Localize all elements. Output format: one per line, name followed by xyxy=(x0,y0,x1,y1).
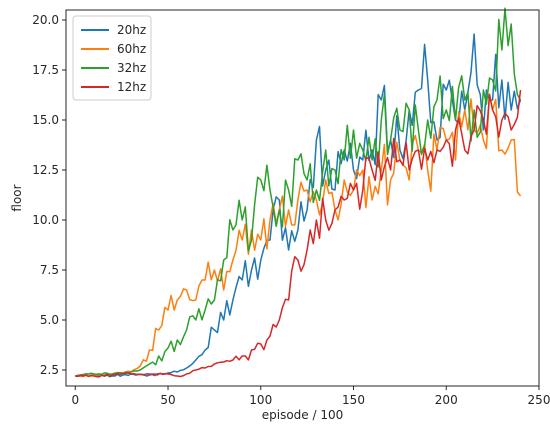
x-tick-label: 150 xyxy=(342,393,365,407)
x-tick-label: 0 xyxy=(71,393,79,407)
series-line-12hz xyxy=(75,89,522,378)
legend-box xyxy=(72,15,152,101)
y-tick-label: 15.0 xyxy=(32,113,59,127)
x-tick-label: 100 xyxy=(249,393,272,407)
legend-label-12hz: 12hz xyxy=(117,80,146,94)
legend-label-20hz: 20hz xyxy=(117,23,146,37)
y-tick-label: 10.0 xyxy=(32,213,59,227)
y-axis-label: floor xyxy=(10,184,24,211)
y-tick-label: 20.0 xyxy=(32,13,59,27)
legend: 20hz 60hz 32hz 12hz xyxy=(72,15,152,101)
y-tick-label: 12.5 xyxy=(32,163,59,177)
x-axis-label: episode / 100 xyxy=(262,408,344,422)
y-tick-label: 5.0 xyxy=(40,313,59,327)
plot-area-frame xyxy=(65,9,540,387)
y-tick-label: 7.5 xyxy=(40,263,59,277)
series-line-60hz xyxy=(75,93,522,378)
y-tick-label: 17.5 xyxy=(32,63,59,77)
series-line-32hz xyxy=(75,7,522,377)
y-tick-label: 2.5 xyxy=(40,363,59,377)
x-tick-label: 250 xyxy=(528,393,550,407)
y-axis: 2.5 5.0 7.5 10.0 12.5 15.0 17.5 20.0 xyxy=(32,13,66,377)
x-axis: 0 50 100 150 200 250 xyxy=(71,386,550,407)
x-tick-label: 50 xyxy=(160,393,175,407)
legend-label-32hz: 32hz xyxy=(117,61,146,75)
x-tick-label: 200 xyxy=(435,393,458,407)
legend-label-60hz: 60hz xyxy=(117,42,146,56)
series-layer xyxy=(75,7,522,378)
